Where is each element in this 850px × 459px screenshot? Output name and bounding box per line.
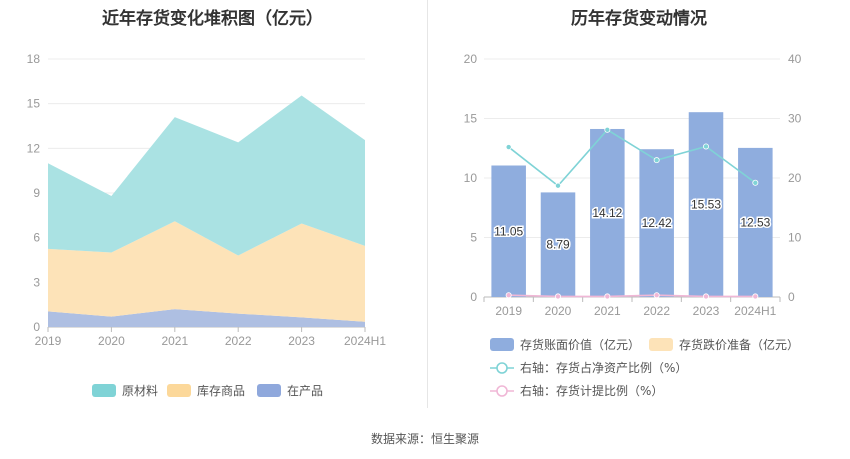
bar-inventory-value [590, 128, 625, 297]
line-series-右轴：存货计提比例（%） [508, 294, 756, 298]
bar-data-label: 15.53 [691, 198, 721, 212]
bar-data-label: 12.42 [642, 216, 672, 230]
y-tick-label: 0 [33, 320, 40, 334]
legend-label: 原材料 [122, 384, 158, 398]
line-point [703, 293, 710, 300]
line-point [752, 179, 759, 186]
area-series-原材料 [48, 95, 365, 256]
x-tick-label: 2020 [98, 334, 125, 348]
bar-inventory-value [738, 147, 773, 297]
x-tick-label: 2019 [35, 334, 62, 348]
x-tick-label: 2021 [161, 334, 188, 348]
x-tick-label: 2024H1 [344, 334, 386, 348]
y-tick-label: 18 [27, 52, 41, 66]
y-right-tick-label: 40 [788, 52, 802, 66]
legend-label: 右轴：存货计提比例（%） [520, 383, 663, 398]
y-right-tick-label: 30 [788, 112, 802, 126]
bar-inventory-value [540, 192, 576, 297]
x-tick-label: 2022 [643, 304, 670, 318]
legend-swatch [490, 338, 514, 351]
legend-swatch [649, 338, 673, 351]
bar-data-label: 12.53 [740, 215, 770, 229]
legend-swatch [167, 384, 191, 397]
y-tick-label: 3 [33, 275, 40, 289]
legend-label: 库存商品 [197, 383, 245, 398]
left-chart-title: 近年存货变化堆积图（亿元） [102, 9, 323, 29]
y-tick-label: 15 [27, 97, 41, 111]
data-source-note: 数据来源：恒生聚源 [370, 432, 479, 446]
x-tick-label: 2021 [594, 304, 621, 318]
legend-label: 存货跌价准备（亿元） [679, 337, 799, 352]
line-point [505, 144, 512, 151]
x-tick-label: 2024H1 [734, 304, 776, 318]
bar-inventory-value [688, 112, 724, 298]
y-left-tick-label: 15 [464, 112, 478, 126]
legend-label: 存货账面价值（亿元） [520, 337, 640, 352]
y-tick-label: 6 [33, 231, 40, 245]
bar-inventory-value [639, 149, 674, 297]
legend-label: 在产品 [287, 384, 323, 398]
line-point [653, 157, 660, 164]
line-point [752, 293, 759, 300]
line-series-右轴：存货占净资产比例（%） [508, 128, 756, 187]
y-tick-label: 12 [27, 141, 41, 155]
y-right-tick-label: 10 [788, 231, 802, 245]
right-chart-title: 历年存货变动情况 [571, 9, 707, 29]
bar-data-label: 14.12 [592, 206, 622, 220]
line-point [604, 293, 611, 300]
y-left-tick-label: 5 [470, 231, 477, 245]
bar-data-label: 11.05 [494, 224, 523, 238]
x-tick-label: 2022 [225, 334, 252, 348]
y-right-tick-label: 0 [788, 290, 795, 304]
x-tick-label: 2019 [495, 304, 522, 318]
x-tick-label: 2023 [693, 304, 720, 318]
stacked-area-chart: 0 3 6 9 12 15 18 2019 2020 2021 2022 2023 2024H1 原材料 库… [27, 52, 387, 398]
area-series-库存商品 [48, 221, 365, 322]
line-point [555, 182, 562, 189]
legend-swatch [257, 384, 281, 397]
y-left-tick-label: 20 [464, 52, 478, 66]
x-tick-label: 2020 [545, 304, 572, 318]
bar-inventory-value [491, 165, 526, 297]
line-point [653, 292, 660, 299]
line-point [555, 293, 562, 300]
panel-divider [427, 0, 428, 408]
line-point [703, 143, 710, 150]
legend-line-marker [496, 362, 508, 374]
legend-line-marker [496, 385, 508, 397]
y-right-tick-label: 20 [788, 171, 802, 185]
inventory-bar-line-chart: 0 5 10 15 20 0 10 20 30 40 2019 2020 2021 2022 2023 202… [464, 52, 802, 398]
bar-data-label: 8.79 [546, 238, 570, 252]
x-tick-label: 2023 [288, 334, 315, 348]
y-tick-label: 9 [33, 186, 40, 200]
legend-swatch [92, 384, 116, 397]
line-point [505, 292, 512, 299]
legend-label: 右轴：存货占净资产比例（%） [520, 360, 687, 375]
area-series-在产品 [48, 309, 365, 327]
line-point [604, 126, 611, 133]
y-left-tick-label: 0 [470, 290, 477, 304]
y-left-tick-label: 10 [464, 171, 478, 185]
